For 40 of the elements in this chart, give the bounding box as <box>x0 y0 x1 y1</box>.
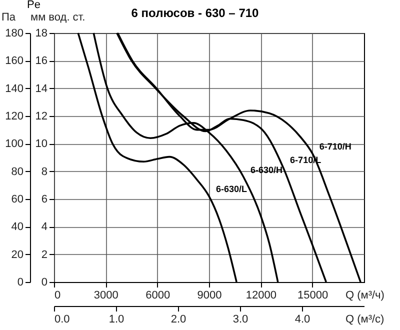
x2-tick-label: 3.0 <box>232 314 248 326</box>
y2-tick-label: 100 <box>5 138 24 150</box>
x-tick-label: 15000 <box>298 290 328 302</box>
y-tick-label: 12 <box>35 110 48 122</box>
x-tick-label: 3000 <box>94 290 118 302</box>
y2-tick-label: 180 <box>5 28 24 40</box>
y-tick-label: 0 <box>41 276 48 288</box>
y2-axis-title: Па <box>1 12 16 24</box>
x2-tick-label: 0.0 <box>54 314 70 326</box>
y-tick-label: 6 <box>41 194 48 206</box>
y2-tick-label: 120 <box>5 110 24 122</box>
x2-tick-label: 2.0 <box>170 314 186 326</box>
x2-tick-label: 4.0 <box>294 314 310 326</box>
y-tick-label: 18 <box>35 28 48 40</box>
y2-tick-label: 160 <box>5 55 24 68</box>
y-tick-label: 8 <box>41 166 48 178</box>
x-tick-label: 0 <box>54 290 61 302</box>
annotation: 6-630/L <box>216 184 248 194</box>
x-axis-title: Q (м³/ч) <box>346 290 384 302</box>
x-tick-label: 12000 <box>246 290 276 302</box>
y2-tick-label: 20 <box>11 248 24 261</box>
y-tick-label: 4 <box>41 221 48 234</box>
y-axis-title: мм вод. ст. <box>30 12 86 24</box>
annotation: 6-630/H <box>250 164 282 175</box>
y-tick-label: 16 <box>35 55 48 68</box>
y2-tick-label: 60 <box>11 194 24 206</box>
y2-tick-label: 80 <box>11 166 24 178</box>
x-tick-label: 6000 <box>146 290 170 302</box>
y-tick-label: 10 <box>35 138 48 150</box>
y-tick-label: 2 <box>41 248 48 261</box>
y2-tick-label: 140 <box>5 82 24 95</box>
chart-title: 6 полюсов - 630 – 710 <box>131 6 260 20</box>
y2-tick-label: 0 <box>17 276 24 288</box>
text: Pe <box>27 0 40 11</box>
x2-tick-label: 1.0 <box>108 314 124 326</box>
y-tick-label: 14 <box>35 82 48 95</box>
x-tick-label: 9000 <box>197 290 222 302</box>
annotation: 6-710/H <box>319 141 352 152</box>
x2-axis-title: Q (м³/с) <box>346 314 384 326</box>
y2-tick-label: 40 <box>11 221 24 234</box>
